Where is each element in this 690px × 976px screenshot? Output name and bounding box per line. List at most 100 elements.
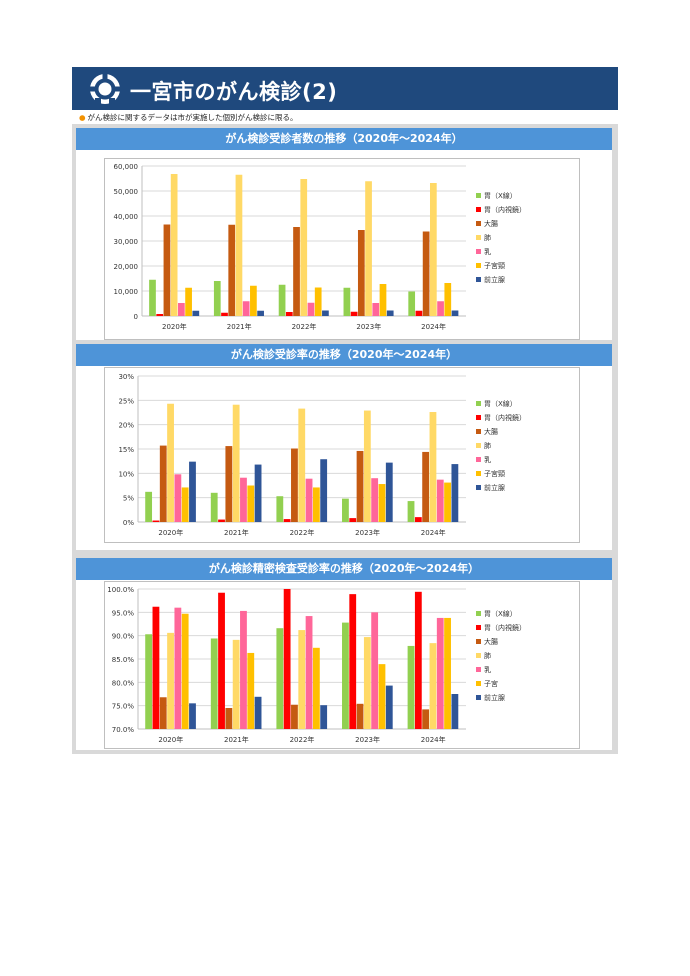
note-text: がん検診に関するデータは市が実施した個別がん検診に限る。 (87, 113, 298, 122)
bar (429, 183, 437, 316)
y-tick-label: 0 (134, 313, 138, 321)
bar (285, 312, 293, 316)
legend-swatch (476, 235, 481, 240)
x-tick-label: 2020年 (158, 735, 183, 744)
data-note: ● がん検診に関するデータは市が実施した個別がん検診に限る。 (79, 112, 298, 123)
bar (365, 181, 372, 316)
chart-followup: 70.0% 75.0% 80.0% 85.0% 90.0% 95.0% 100.0% 2020… (104, 581, 580, 749)
bar (159, 445, 167, 522)
legend-swatch (476, 207, 481, 212)
bar (181, 487, 189, 522)
y-tick-label: 0% (123, 519, 134, 527)
bar (298, 408, 306, 522)
bar (415, 310, 423, 316)
bar (414, 517, 422, 522)
y-tick-label: 100.0% (107, 586, 134, 594)
section-rate: がん検診受診率の推移（2020年～2024年） 0% 5% 10% 15% 20% 25%… (76, 344, 612, 550)
bar (363, 637, 371, 729)
y-tick-label: 10% (118, 470, 134, 478)
bar (232, 404, 240, 522)
bar (283, 519, 291, 522)
legend-swatch (476, 429, 481, 434)
bar (163, 224, 171, 316)
bar (320, 705, 328, 729)
bar (356, 450, 364, 522)
bar (386, 310, 394, 316)
x-tick-label: 2024年 (421, 528, 446, 537)
legend-label: 子宮頸 (484, 469, 505, 478)
bar (422, 709, 430, 729)
bar (378, 484, 386, 522)
bar (350, 311, 358, 316)
legend-label: 大腸 (484, 219, 498, 228)
x-tick-label: 2024年 (421, 735, 446, 744)
legend-swatch (476, 221, 481, 226)
bar (422, 231, 430, 316)
bar (247, 652, 255, 729)
bar (218, 592, 225, 729)
y-tick-label: 80.0% (112, 679, 135, 687)
bar (242, 301, 250, 316)
bar (378, 664, 386, 729)
bar (407, 645, 415, 729)
bar (322, 310, 329, 316)
legend-label: 胃（X線） (484, 191, 517, 200)
bar (149, 279, 156, 316)
legend-swatch (476, 639, 481, 644)
bar (189, 461, 196, 522)
bullet-icon: ● (79, 113, 86, 122)
page-header: 一宮市のがん検診(2) (72, 67, 618, 110)
bar (210, 492, 218, 522)
bar (145, 634, 153, 729)
y-tick-label: 95.0% (112, 609, 135, 617)
section-followup: がん検診精密検査受診率の推移（2020年～2024年） 70.0% 75.0% 80… (76, 558, 612, 750)
legend-label: 大腸 (484, 637, 498, 646)
bar (349, 518, 357, 522)
bar (240, 610, 247, 729)
bar (174, 474, 182, 522)
bar (218, 519, 225, 522)
legend-label: 前立腺 (484, 275, 505, 284)
bar (363, 410, 371, 522)
bar (342, 622, 349, 729)
bar (152, 520, 160, 522)
legend-swatch (476, 471, 481, 476)
legend-swatch (476, 415, 481, 420)
x-tick-label: 2024年 (421, 322, 446, 331)
y-tick-label: 50,000 (114, 188, 139, 196)
bar (291, 704, 298, 729)
legend-swatch (476, 681, 481, 686)
bar (414, 591, 422, 729)
bar (213, 281, 221, 316)
bar (372, 303, 380, 316)
legend-swatch (476, 653, 481, 658)
bar (240, 477, 247, 522)
bar (444, 283, 452, 316)
legend-swatch (476, 401, 481, 406)
legend-label: 胃（X線） (484, 399, 517, 408)
y-tick-label: 90.0% (112, 633, 135, 641)
bar (342, 498, 349, 522)
legend-swatch (476, 249, 481, 254)
x-tick-label: 2023年 (356, 322, 381, 331)
y-tick-label: 20,000 (114, 263, 139, 271)
bar (291, 448, 298, 522)
y-tick-label: 70.0% (112, 726, 135, 734)
bar (305, 478, 313, 522)
legend-swatch (476, 695, 481, 700)
y-tick-label: 15% (118, 446, 134, 454)
bar (192, 310, 200, 316)
y-tick-label: 60,000 (114, 163, 139, 171)
bar (379, 284, 387, 316)
y-tick-label: 40,000 (114, 213, 139, 221)
legend-label: 胃（内視鏡） (484, 413, 526, 422)
legend-swatch (476, 625, 481, 630)
bar (221, 312, 228, 316)
legend-label: 大腸 (484, 427, 498, 436)
bar (371, 478, 379, 522)
charts-frame: がん検診受診者数の推移（2020年～2024年） 0 10,000 20,000 30… (72, 124, 618, 754)
bar (225, 446, 233, 522)
page-title: 一宮市のがん検診(2) (130, 80, 338, 104)
legend-swatch (476, 263, 481, 268)
legend-label: 胃（内視鏡） (484, 205, 526, 214)
